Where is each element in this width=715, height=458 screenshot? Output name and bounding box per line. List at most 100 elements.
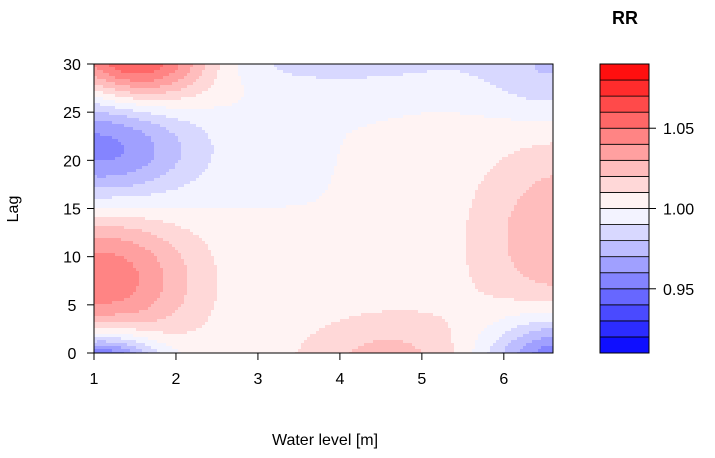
contour-cell (523, 274, 553, 278)
x-tick-label: 1 (90, 371, 99, 388)
contour-cell (187, 292, 218, 296)
contour-cell (124, 256, 158, 260)
contour-cell (532, 184, 553, 188)
contour-cell (448, 325, 488, 329)
contour-cell (466, 247, 509, 251)
contour-cell (94, 295, 131, 299)
contour-cell (112, 349, 131, 353)
contour-cell (217, 268, 470, 272)
contour-cell (214, 301, 553, 305)
contour-cell (502, 157, 553, 161)
contour-cell (163, 277, 188, 281)
contour-cell (94, 103, 101, 107)
contour-cell (184, 259, 215, 263)
contour-cell (112, 136, 152, 140)
contour-cell (331, 178, 485, 182)
contour-cell (94, 217, 146, 221)
legend-band (599, 79, 650, 97)
contour-cell (325, 190, 476, 194)
contour-cell (241, 79, 485, 83)
contour-cell (520, 148, 553, 152)
contour-cell (136, 169, 170, 173)
contour-cell (508, 250, 553, 254)
contour-cell (181, 142, 212, 146)
contour-cell (475, 193, 524, 197)
contour-cell (472, 277, 530, 281)
contour-cell (346, 133, 553, 137)
contour-cell (277, 67, 536, 71)
contour-cell (238, 73, 293, 77)
contour-cell (133, 127, 167, 131)
contour-cell (103, 91, 131, 95)
contour-cell (187, 277, 218, 281)
contour-cell (130, 85, 161, 89)
contour-cell (214, 106, 553, 110)
contour-cell (337, 160, 500, 164)
contour-cell (217, 283, 476, 287)
contour-cell (322, 193, 476, 197)
legend-band (599, 208, 650, 225)
contour-cell (466, 250, 509, 254)
contour-cell (136, 268, 164, 272)
contour-cell (493, 322, 530, 326)
contour-cell (466, 241, 509, 245)
contour-cell (94, 121, 113, 125)
contour-cell (451, 340, 476, 344)
contour-cell (154, 79, 179, 83)
contour-cell (181, 157, 212, 161)
contour-cell (163, 283, 188, 287)
contour-cell (520, 313, 553, 317)
contour-cell (145, 217, 470, 221)
contour-cell (181, 97, 242, 101)
contour-cell (139, 283, 164, 287)
contour-cell (535, 64, 553, 68)
contour-cell (478, 334, 503, 338)
contour-cell (466, 253, 509, 257)
contour-cell (187, 265, 218, 269)
contour-cell (94, 175, 98, 179)
contour-cell (172, 244, 209, 248)
contour-cell (139, 277, 164, 281)
contour-cell (94, 88, 116, 92)
contour-cell (352, 349, 422, 353)
contour-cell (316, 331, 452, 335)
contour-cell (469, 268, 518, 272)
contour-cell (484, 178, 542, 182)
contour-cell (523, 346, 542, 350)
legend-title: RR (612, 8, 638, 28)
contour-cell (211, 142, 344, 146)
legend-band (599, 336, 650, 354)
contour-cell (148, 337, 308, 341)
y-axis: 0 5 10 15 20 25 30 (63, 57, 95, 363)
contour-cell (373, 340, 404, 344)
contour-cell (451, 328, 485, 332)
contour-cell (469, 217, 509, 221)
contour-cell (274, 64, 536, 68)
contour-cell (343, 139, 553, 143)
contour-cell (205, 322, 332, 326)
contour-cell (94, 292, 134, 296)
contour-cell (241, 97, 527, 101)
contour-cell (508, 253, 553, 257)
contour-cell (505, 349, 521, 353)
contour-cell (511, 118, 553, 122)
contour-cell (94, 145, 125, 149)
contour-cell (190, 229, 467, 233)
contour-cell (181, 88, 209, 92)
contour-cell (193, 64, 206, 68)
contour-cell (319, 328, 452, 332)
contour-cell (211, 85, 245, 89)
contour-cell (124, 298, 158, 302)
contour-cell (166, 106, 215, 110)
contour-cell (478, 76, 553, 80)
contour-cell (529, 187, 553, 191)
contour-cell (94, 67, 98, 71)
contour-cell (364, 343, 413, 347)
contour-cell (466, 226, 509, 230)
contour-cell (460, 70, 539, 74)
contour-cell (241, 82, 491, 86)
contour-cell (514, 298, 553, 302)
contour-cell (121, 238, 164, 242)
contour-cell (178, 187, 329, 191)
contour-cell (139, 118, 179, 122)
